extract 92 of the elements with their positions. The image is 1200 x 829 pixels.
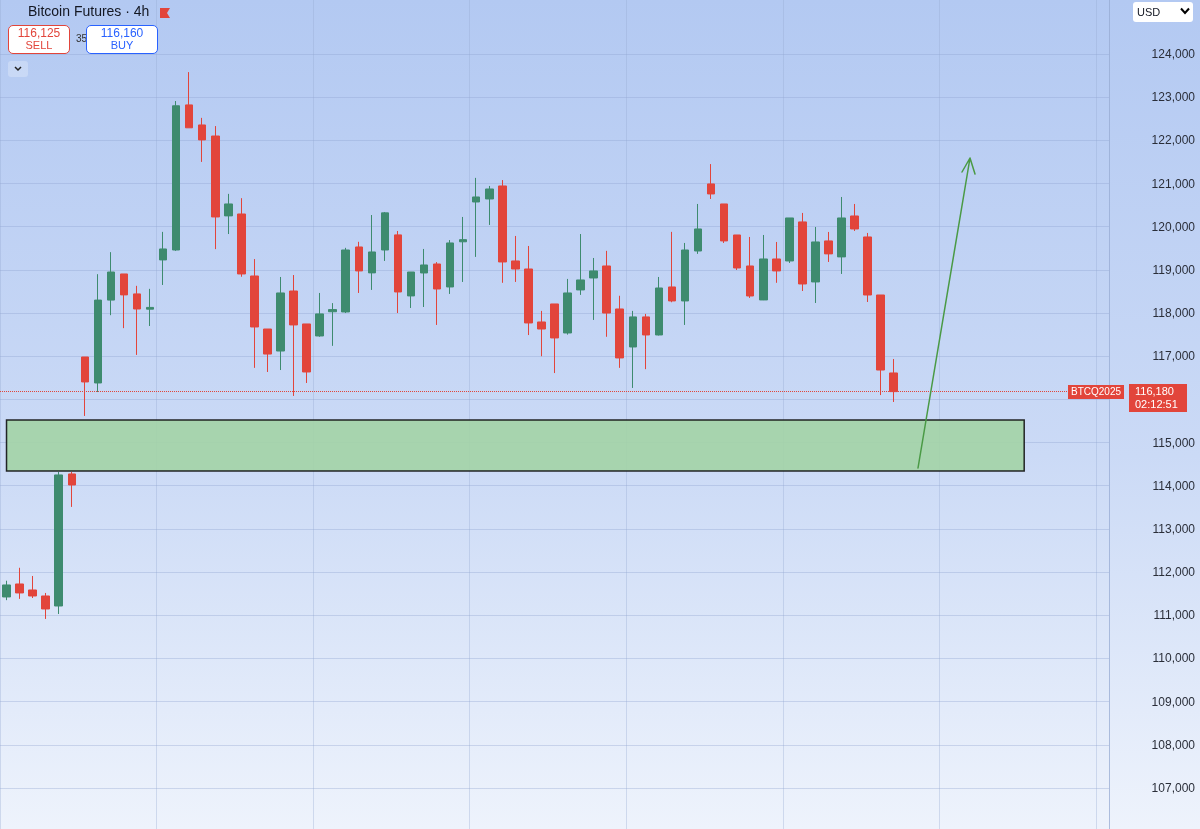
candlestick: [811, 226, 820, 304]
y-tick-label: 122,000: [1151, 133, 1196, 148]
y-tick-label: 110,000: [1152, 651, 1196, 666]
y-tick-label: 112,000: [1152, 565, 1196, 580]
candlestick: [524, 245, 533, 336]
candlestick: [694, 203, 702, 255]
candlestick: [485, 185, 494, 226]
candlestick: [368, 214, 376, 291]
y-tick-label: 119,000: [1152, 262, 1196, 277]
candlestick: [211, 125, 220, 250]
candlestick: [511, 235, 520, 283]
candlestick: [224, 193, 233, 235]
candlestick: [707, 163, 715, 200]
candlestick: [172, 100, 180, 252]
candlestick: [837, 196, 846, 275]
y-tick-label: 123,000: [1151, 90, 1196, 105]
candlestick: [681, 242, 689, 326]
candlestick: [276, 276, 285, 371]
candlestick: [159, 231, 167, 286]
annotation: SELL: [24, 39, 54, 51]
candlestick: [315, 292, 324, 338]
annotation: BTCQ2025: [1068, 384, 1125, 399]
y-tick-label: 108,000: [1151, 737, 1196, 752]
candlestick: [120, 273, 128, 329]
candlestick: [459, 216, 467, 283]
candlestick: [642, 313, 650, 370]
annotation: 116,125: [16, 26, 62, 40]
text: 02:12:51: [1135, 397, 1179, 411]
candlestick: [550, 303, 559, 374]
candlestick: [198, 117, 206, 163]
annotation: 35: [76, 33, 88, 44]
candlestick: [433, 261, 441, 326]
candlestick: [107, 251, 115, 316]
y-tick-label: 111,000: [1153, 608, 1196, 623]
candlestick: [2, 580, 11, 601]
candlestick: [407, 271, 415, 309]
candlestick: [668, 231, 676, 303]
candlestick: [237, 197, 246, 278]
text: USD: [1137, 6, 1161, 18]
candlestick: [785, 217, 794, 264]
candlestick: [15, 567, 24, 600]
candlestick: [863, 232, 872, 303]
chart-title: Bitcoin Futures · 4h: [28, 3, 150, 19]
candlestick: [54, 471, 63, 615]
candlestick: [746, 236, 754, 299]
y-tick-label: 124,000: [1151, 46, 1196, 61]
candlestick: [341, 247, 350, 314]
candlestick: [41, 592, 50, 620]
candlestick: [589, 257, 598, 321]
candlestick: [250, 258, 259, 369]
y-tick-label: 115,000: [1152, 435, 1196, 450]
candlestick: [720, 203, 728, 244]
candlestick: [472, 177, 480, 258]
candlestick: [381, 211, 389, 262]
candlestick: [185, 71, 193, 129]
candlestick: [850, 203, 859, 232]
y-tick-label: 109,000: [1151, 694, 1196, 709]
candlestick: [759, 234, 768, 301]
candlestick: [772, 241, 781, 284]
y-tick-label: 113,000: [1152, 521, 1196, 536]
candlestick: [420, 248, 428, 308]
candlestick: [328, 302, 337, 347]
candlestick: [629, 310, 637, 389]
candlestick: [133, 285, 141, 356]
candlestick: [355, 241, 363, 294]
candlestick: [263, 328, 272, 373]
candlestick: [602, 250, 611, 338]
candlestick: [537, 310, 546, 357]
candlestick: [28, 575, 37, 599]
candlestick: [446, 239, 454, 295]
candlestick: [563, 278, 572, 336]
y-tick-label: 118,000: [1152, 306, 1196, 321]
candlestick: [615, 295, 624, 369]
candlestick: [655, 276, 663, 336]
y-tick-label: 121,000: [1151, 176, 1196, 191]
candlestick: [94, 273, 102, 393]
ref-line-label: 116,180: [1135, 384, 1175, 398]
candlestick: [394, 230, 402, 314]
annotation: 116,160: [99, 26, 145, 40]
candlestick: [733, 234, 741, 271]
y-tick-label: 114,000: [1152, 478, 1196, 493]
candlestick: [798, 212, 807, 292]
annotation: BUY: [109, 39, 135, 51]
candlestick: [824, 231, 833, 263]
candlestick: [146, 288, 154, 327]
candlestick: [498, 179, 507, 284]
candlestick: [576, 233, 585, 296]
y-tick-label: 120,000: [1151, 219, 1196, 234]
y-tick-label: 107,000: [1151, 780, 1196, 795]
y-tick-label: 117,000: [1152, 349, 1196, 364]
candlestick: [302, 323, 311, 384]
candlestick: [68, 471, 76, 508]
